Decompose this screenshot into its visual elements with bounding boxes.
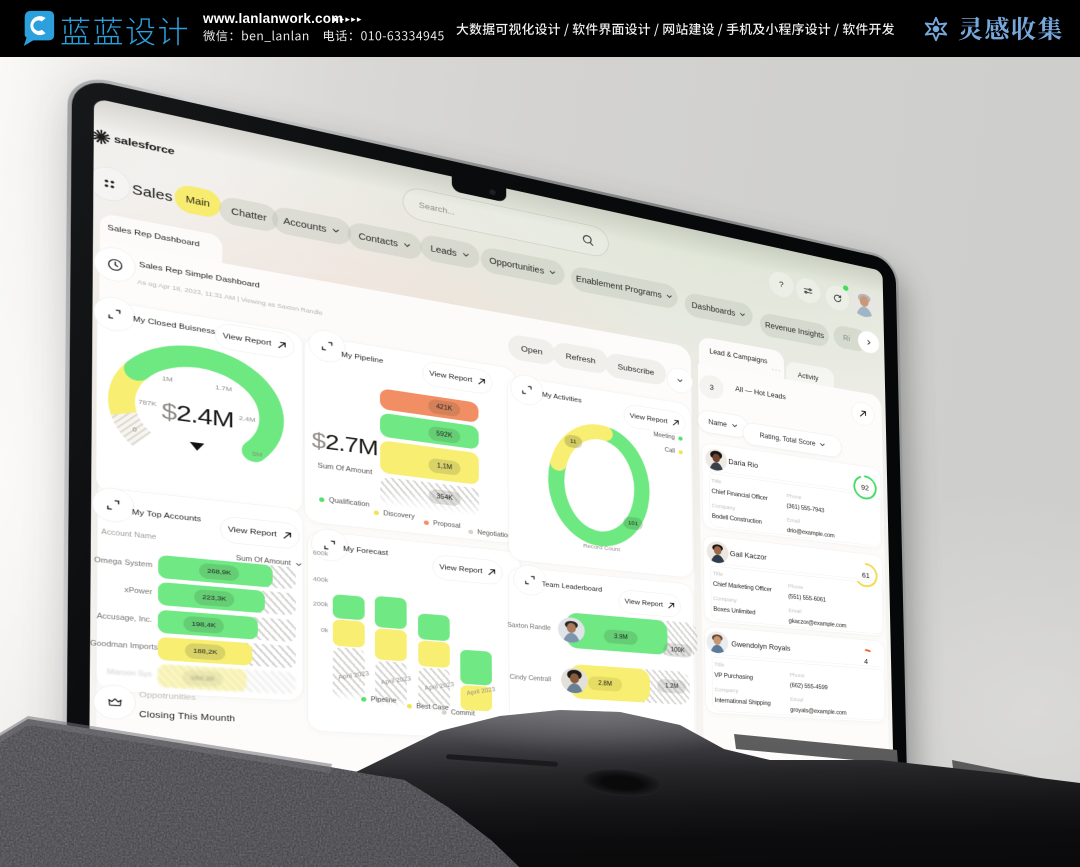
svg-text:92: 92 <box>861 483 869 492</box>
svg-text:4: 4 <box>864 658 868 667</box>
svg-text:61: 61 <box>862 571 870 580</box>
